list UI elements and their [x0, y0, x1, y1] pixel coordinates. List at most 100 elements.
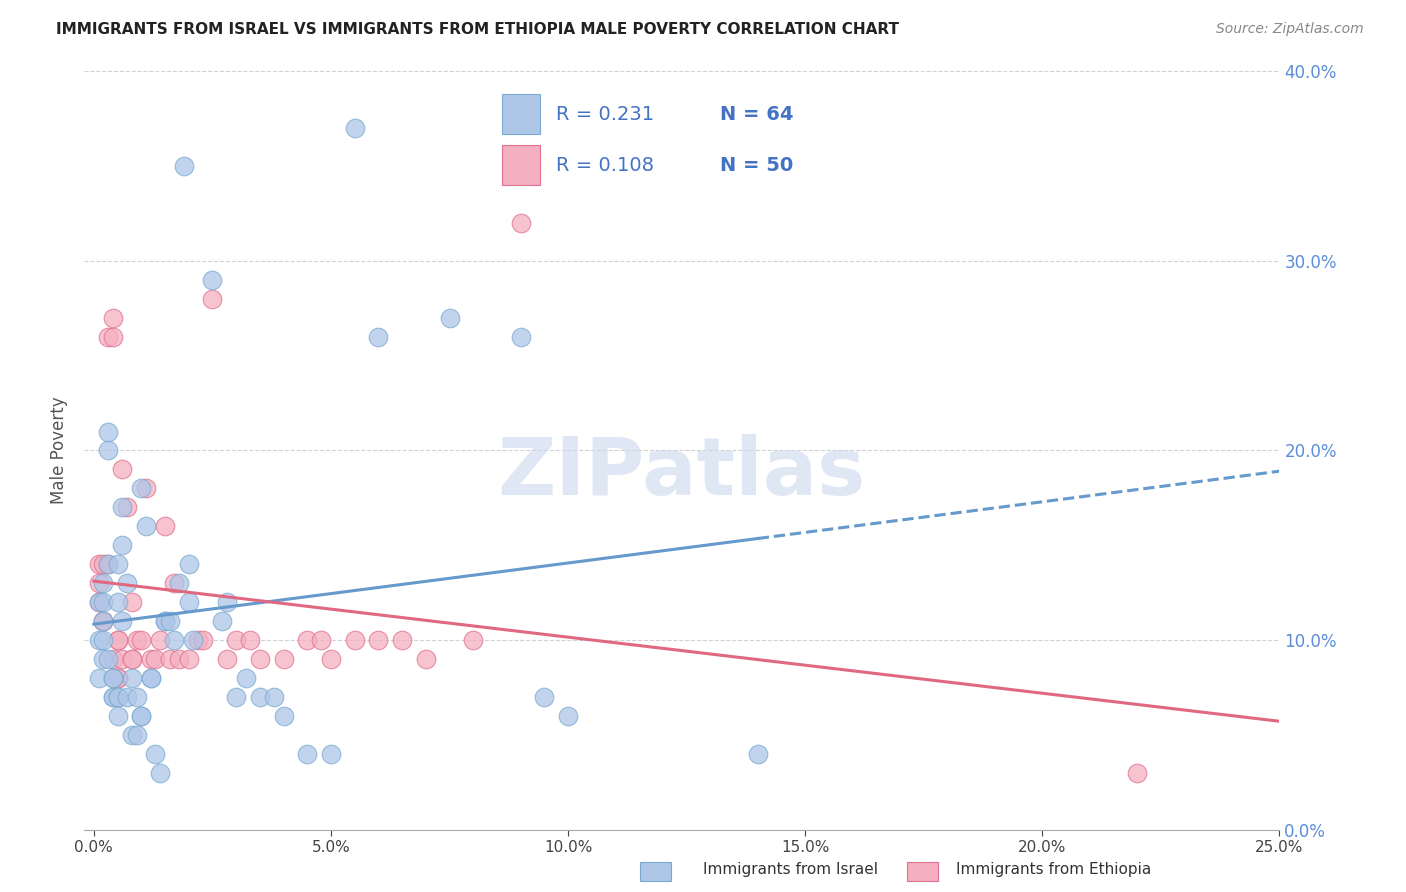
Point [463, 633, 485, 648]
Text: Immigrants from Ethiopia: Immigrants from Ethiopia [956, 863, 1152, 877]
Point [97, 557, 120, 572]
Point [149, 765, 172, 780]
Point [319, 747, 342, 761]
Point [91, 557, 114, 572]
Point [97, 443, 120, 458]
Point [101, 671, 124, 685]
Point [149, 633, 172, 648]
Point [509, 330, 531, 344]
Point [311, 633, 333, 648]
Point [509, 216, 531, 230]
Point [557, 708, 579, 723]
Point [129, 708, 152, 723]
Point [107, 690, 129, 704]
Point [391, 633, 413, 648]
Point [107, 671, 129, 685]
Point [115, 500, 138, 515]
Point [121, 671, 143, 685]
Point [129, 482, 152, 496]
Point [145, 652, 167, 666]
Point [191, 633, 214, 648]
Point [187, 633, 209, 648]
Point [129, 633, 152, 648]
Point [167, 652, 190, 666]
Point [97, 425, 120, 439]
Point [201, 292, 224, 306]
Point [533, 690, 555, 704]
Point [107, 557, 129, 572]
Point [101, 671, 124, 685]
Point [87, 557, 110, 572]
Point [249, 652, 271, 666]
Point [125, 633, 148, 648]
Point [273, 652, 295, 666]
Point [121, 652, 143, 666]
Point [343, 633, 366, 648]
Point [173, 159, 195, 173]
Point [135, 482, 157, 496]
Point [87, 595, 110, 609]
Point [249, 690, 271, 704]
Point [163, 576, 186, 591]
Point [97, 330, 120, 344]
Point [177, 652, 200, 666]
Point [101, 690, 124, 704]
Point [111, 538, 134, 552]
Point [297, 633, 319, 648]
Point [91, 652, 114, 666]
Point [111, 500, 134, 515]
Text: Immigrants from Israel: Immigrants from Israel [703, 863, 877, 877]
Point [273, 708, 295, 723]
Point [91, 595, 114, 609]
Point [367, 330, 389, 344]
Point [747, 747, 769, 761]
Point [111, 652, 134, 666]
Point [121, 595, 143, 609]
Point [263, 690, 285, 704]
Point [1126, 765, 1149, 780]
Point [183, 633, 205, 648]
Point [101, 690, 124, 704]
Point [87, 576, 110, 591]
Point [115, 690, 138, 704]
Point [107, 595, 129, 609]
Point [115, 576, 138, 591]
Point [87, 671, 110, 685]
Point [439, 310, 461, 325]
Point [415, 652, 437, 666]
Point [87, 633, 110, 648]
Point [215, 595, 238, 609]
Point [201, 273, 224, 287]
Point [107, 633, 129, 648]
Point [319, 652, 342, 666]
Point [153, 614, 176, 628]
Point [111, 614, 134, 628]
Point [111, 462, 134, 476]
Point [101, 652, 124, 666]
Point [107, 633, 129, 648]
Point [139, 671, 162, 685]
Point [135, 519, 157, 533]
Point [125, 728, 148, 742]
Point [107, 671, 129, 685]
Point [87, 595, 110, 609]
Point [129, 708, 152, 723]
Point [167, 576, 190, 591]
Point [211, 614, 233, 628]
Point [177, 557, 200, 572]
Point [139, 671, 162, 685]
Point [163, 633, 186, 648]
Point [91, 614, 114, 628]
Text: Source: ZipAtlas.com: Source: ZipAtlas.com [1216, 22, 1364, 37]
Text: IMMIGRANTS FROM ISRAEL VS IMMIGRANTS FROM ETHIOPIA MALE POVERTY CORRELATION CHAR: IMMIGRANTS FROM ISRAEL VS IMMIGRANTS FRO… [56, 22, 900, 37]
Point [177, 595, 200, 609]
Point [91, 576, 114, 591]
Point [101, 330, 124, 344]
Point [91, 614, 114, 628]
Point [343, 121, 366, 136]
Point [153, 614, 176, 628]
Point [97, 557, 120, 572]
Point [225, 690, 247, 704]
Point [297, 747, 319, 761]
Point [239, 633, 262, 648]
